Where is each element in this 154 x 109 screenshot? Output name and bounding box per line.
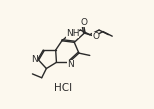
Text: HCl: HCl bbox=[54, 83, 73, 93]
Text: O: O bbox=[92, 32, 99, 41]
Text: N: N bbox=[31, 55, 38, 64]
Text: N: N bbox=[67, 60, 74, 69]
Text: O: O bbox=[80, 18, 87, 27]
Text: NH: NH bbox=[66, 29, 79, 38]
